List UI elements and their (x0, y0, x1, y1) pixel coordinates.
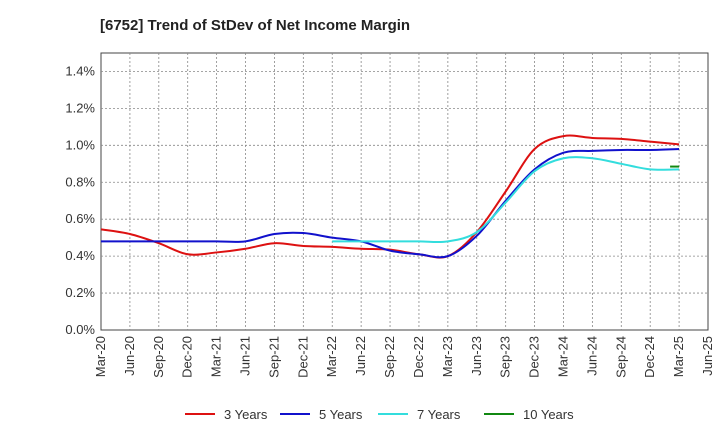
y-tick-label: 0.6% (65, 211, 95, 226)
y-tick-label: 0.4% (65, 248, 95, 263)
y-tick-label: 1.4% (65, 63, 95, 78)
x-tick-label: Dec-24 (642, 336, 657, 378)
x-tick-label: Sep-22 (382, 336, 397, 378)
x-tick-label: Sep-23 (498, 336, 513, 378)
x-tick-label: Dec-21 (295, 336, 310, 378)
x-tick-label: Mar-23 (440, 336, 455, 377)
chart-title: [6752] Trend of StDev of Net Income Marg… (100, 17, 410, 34)
y-tick-label: 1.2% (65, 100, 95, 115)
x-tick-label: Mar-20 (93, 336, 108, 377)
y-tick-label: 0.8% (65, 174, 95, 189)
x-tick-label: Mar-24 (555, 336, 570, 377)
legend-label-3-years: 3 Years (224, 407, 268, 422)
x-tick-label: Dec-20 (180, 336, 195, 378)
x-tick-label: Jun-21 (238, 336, 253, 376)
legend: 3 Years 5 Years 7 Years 10 Years (185, 407, 574, 422)
x-tick-label: Mar-21 (209, 336, 224, 377)
legend-label-10-years: 10 Years (523, 407, 574, 422)
x-tick-label: Dec-23 (527, 336, 542, 378)
grid-layer (101, 53, 708, 330)
series-line-5-years (101, 148, 680, 259)
y-tick-label: 1.0% (65, 137, 95, 152)
series-line-7-years (332, 156, 680, 244)
y-tick-label: 0.2% (65, 285, 95, 300)
plot-area (100, 52, 709, 331)
x-tick-label: Mar-22 (324, 336, 339, 377)
x-tick-label: Dec-22 (411, 336, 426, 378)
series-layer (100, 134, 680, 259)
legend-label-7-years: 7 Years (417, 407, 461, 422)
x-tick-label: Jun-22 (353, 336, 368, 376)
x-tick-label: Jun-25 (700, 336, 715, 376)
x-tick-label: Sep-21 (266, 336, 281, 378)
x-tick-label: Jun-23 (469, 336, 484, 376)
y-axis-ticks: 0.0% 0.2% 0.4% 0.6% 0.8% 1.0% 1.2% 1.4% (65, 63, 95, 337)
x-axis-ticks: Mar-20 Jun-20 Sep-20 Dec-20 Mar-21 Jun-21 Sep-… (93, 336, 715, 378)
x-tick-label: Sep-24 (613, 336, 628, 378)
y-tick-label: 0.0% (65, 322, 95, 337)
x-tick-label: Jun-24 (584, 336, 599, 376)
x-tick-label: Jun-20 (122, 336, 137, 376)
x-tick-label: Mar-25 (671, 336, 686, 377)
legend-label-5-years: 5 Years (319, 407, 363, 422)
x-tick-label: Sep-20 (151, 336, 166, 378)
